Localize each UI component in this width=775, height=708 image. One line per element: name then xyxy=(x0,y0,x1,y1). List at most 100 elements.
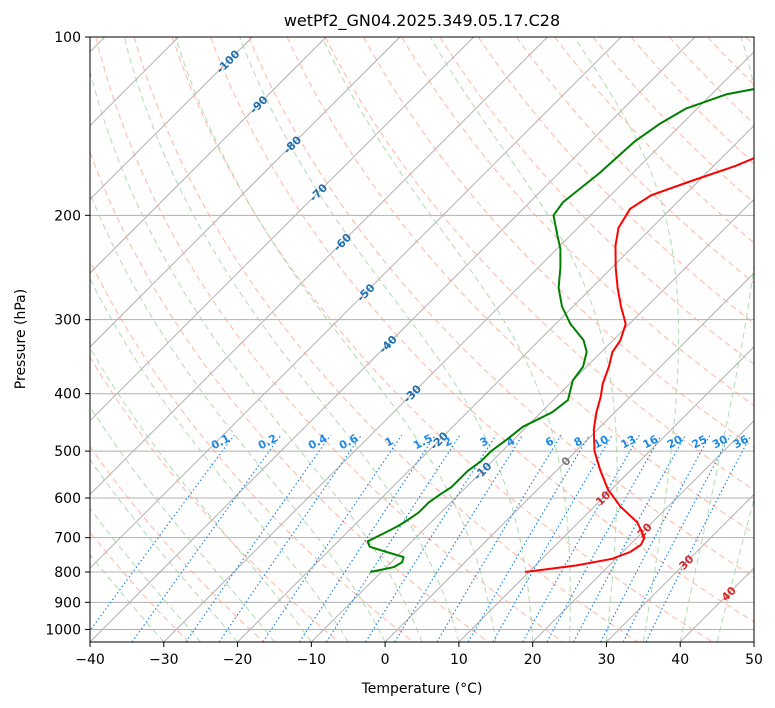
dry-adiabat-lines xyxy=(90,37,754,642)
mixing-ratio-label: 10 xyxy=(591,433,611,452)
y-axis-label: Pressure (hPa) xyxy=(13,289,29,389)
sounding-series xyxy=(366,88,754,573)
isotherm-lines xyxy=(90,37,754,642)
moist-adiabat-line xyxy=(321,37,571,642)
y-tick-label: 400 xyxy=(54,387,81,403)
y-tick-label: 700 xyxy=(54,531,81,547)
moist-adiabat-line xyxy=(90,346,312,642)
y-tick-label: 600 xyxy=(54,491,81,507)
y-tick-label: 100 xyxy=(54,30,81,46)
dry-adiabat-line xyxy=(439,37,754,365)
dry-adiabat-line xyxy=(248,37,754,578)
x-tick-label: 30 xyxy=(598,652,616,668)
x-tick-label: 0 xyxy=(381,652,390,668)
y-tick-label: 800 xyxy=(54,565,81,581)
moist-adiabat-line xyxy=(90,553,165,642)
x-axis-label: Temperature (°C) xyxy=(361,681,483,697)
dry-adiabat-line xyxy=(133,37,639,642)
moist-adiabat-line xyxy=(90,69,423,642)
moist-adiabat-line xyxy=(716,497,754,642)
moist-adiabat-line xyxy=(90,405,275,642)
isotherm-line xyxy=(310,198,754,642)
isotherm-line xyxy=(90,37,253,201)
moist-adiabat-line xyxy=(429,37,618,642)
moist-adiabat-line xyxy=(90,507,202,642)
isotherm-line xyxy=(532,419,754,642)
y-tick-label: 500 xyxy=(54,444,81,460)
isotherm-line xyxy=(163,51,754,642)
mixing-ratio-label: 25 xyxy=(690,433,710,452)
dry-adiabat-line xyxy=(95,37,564,642)
moist-adiabat-line xyxy=(90,277,349,642)
x-tick-label: −20 xyxy=(223,652,253,668)
y-axis-ticks: 1000 900 800 700 600 500 400 300 200 100 xyxy=(45,30,90,638)
dry-adiabat-line xyxy=(90,445,265,642)
dewpoint-profile-line xyxy=(366,88,754,573)
mixing-ratio-label: 13 xyxy=(619,433,639,452)
moist-adiabat-line xyxy=(239,37,534,642)
dry-adiabat-line xyxy=(210,37,754,623)
isotherm-line xyxy=(606,493,754,642)
mixing-ratio-line xyxy=(467,434,591,642)
mixing-ratio-label: 20 xyxy=(665,433,685,452)
dry-adiabat-line xyxy=(171,37,713,642)
mixing-ratio-line xyxy=(90,434,235,632)
mixing-ratio-line xyxy=(325,434,461,642)
mixing-ratio-line xyxy=(622,434,731,642)
y-tick-label: 200 xyxy=(54,208,81,224)
isotherm-line xyxy=(90,37,475,422)
x-tick-label: 20 xyxy=(524,652,542,668)
mixing-ratio-line xyxy=(645,434,752,642)
mixing-ratio-line xyxy=(436,434,562,642)
isotherm-line xyxy=(90,37,327,274)
mixing-ratio-label: 30 xyxy=(710,433,730,452)
plot-frame xyxy=(89,36,755,643)
mixing-ratio-line xyxy=(185,434,332,642)
x-tick-label: −40 xyxy=(75,652,105,668)
x-tick-label: −30 xyxy=(149,652,179,668)
pressure-gridlines xyxy=(90,37,754,630)
moist-adiabat-line xyxy=(123,37,460,642)
mixing-ratio-lines xyxy=(90,434,752,642)
moist-adiabat-line xyxy=(573,37,680,642)
mixing-ratio-line xyxy=(218,434,362,642)
isotherm-line xyxy=(90,37,548,496)
y-tick-label: 1000 xyxy=(45,622,81,638)
isotherm-line xyxy=(237,124,754,642)
plot-area: -100-90-80-70-60-50-40-30-20-10 01020304… xyxy=(90,37,754,642)
moist-adiabat-line xyxy=(90,191,386,642)
dry-adiabat-line xyxy=(324,37,754,491)
dry-adiabat-line xyxy=(90,356,339,642)
x-tick-label: 40 xyxy=(671,652,689,668)
x-axis-ticks: −40 −30 −20 −10 0 10 20 30 40 50 xyxy=(75,642,763,668)
mixing-ratio-label: 16 xyxy=(641,433,661,452)
moist-adiabat-line xyxy=(679,37,754,642)
dry-adiabat-line xyxy=(286,37,754,534)
x-tick-label: 50 xyxy=(745,652,763,668)
moist-adiabat-line xyxy=(174,37,497,642)
dry-adiabat-line xyxy=(592,37,754,204)
chart-title: wetPf2_GN04.2025.349.05.17.C28 xyxy=(284,11,560,31)
dry-adiabat-line xyxy=(401,37,754,407)
moist-adiabat-line xyxy=(90,458,239,642)
mixing-ratio-line xyxy=(572,434,686,642)
dry-adiabat-line xyxy=(90,259,414,642)
mixing-ratio-line xyxy=(546,434,662,642)
isotherm-line xyxy=(90,37,622,569)
isotherm-line xyxy=(458,346,754,642)
x-tick-label: −10 xyxy=(297,652,327,668)
mixing-ratio-line xyxy=(365,434,497,642)
mixing-ratio-label: 36 xyxy=(731,433,751,452)
mixing-ratio-line xyxy=(492,434,613,642)
mixing-ratio-line xyxy=(522,434,640,642)
isotherm-line xyxy=(384,272,754,642)
y-tick-label: 300 xyxy=(54,313,81,329)
moist-adiabat-lines xyxy=(90,37,754,642)
mixing-ratio-line xyxy=(394,434,524,642)
y-tick-label: 900 xyxy=(54,595,81,611)
x-tick-label: 10 xyxy=(450,652,468,668)
temperature-profile-line xyxy=(525,157,754,573)
dry-adiabat-line xyxy=(363,37,754,449)
